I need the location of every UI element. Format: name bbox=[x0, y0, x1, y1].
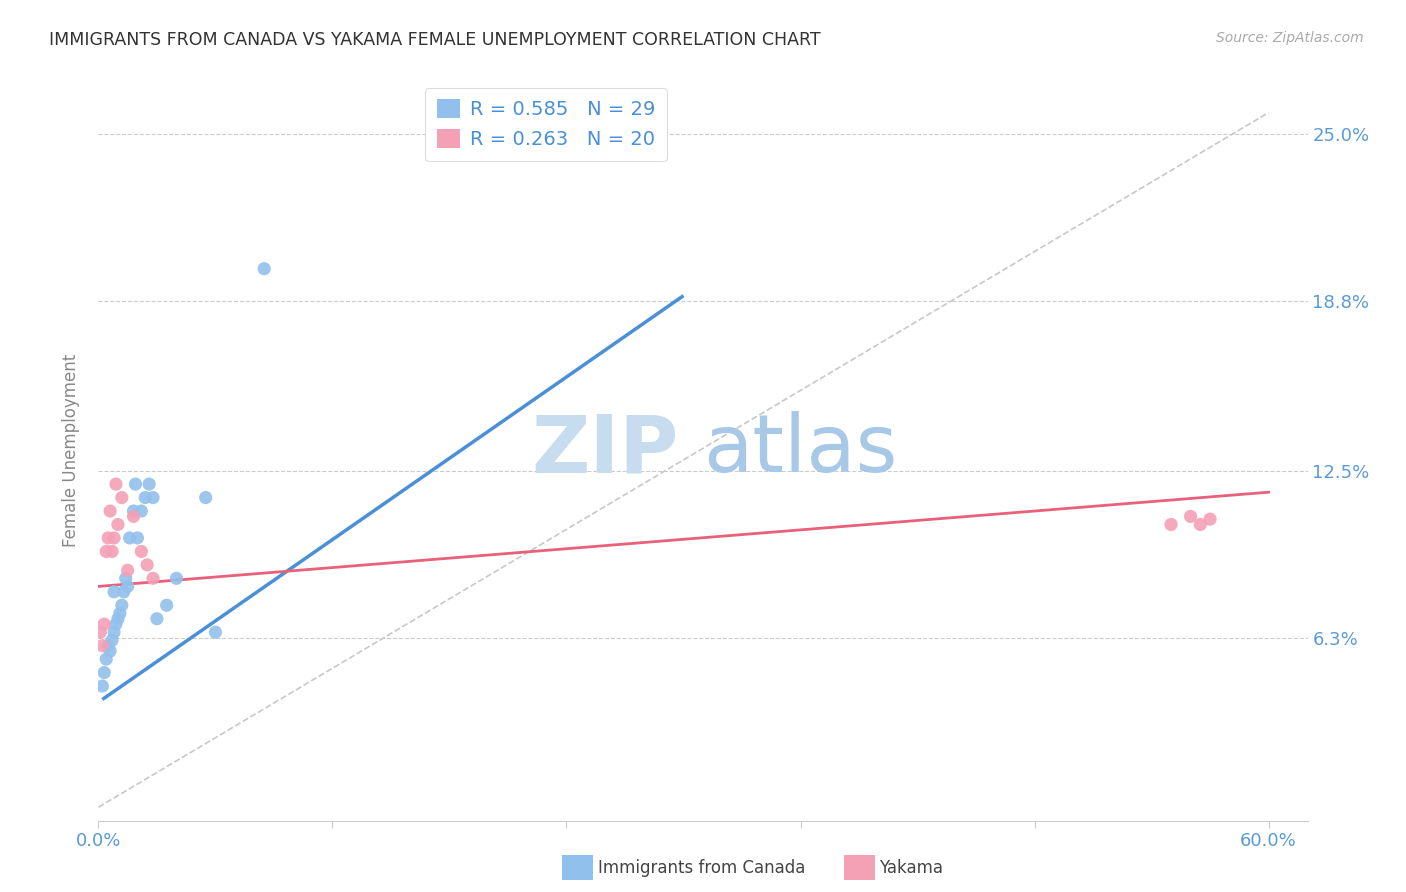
Text: Immigrants from Canada: Immigrants from Canada bbox=[598, 859, 804, 877]
Point bbox=[103, 625, 125, 640]
Point bbox=[138, 477, 160, 491]
Point bbox=[91, 639, 114, 653]
Point bbox=[103, 531, 125, 545]
Point bbox=[112, 584, 135, 599]
Point bbox=[122, 509, 145, 524]
Point bbox=[107, 612, 129, 626]
Point bbox=[97, 531, 120, 545]
Point bbox=[114, 571, 136, 585]
Text: IMMIGRANTS FROM CANADA VS YAKAMA FEMALE UNEMPLOYMENT CORRELATION CHART: IMMIGRANTS FROM CANADA VS YAKAMA FEMALE … bbox=[49, 31, 821, 49]
Point bbox=[253, 261, 276, 276]
Point bbox=[104, 477, 127, 491]
Point bbox=[156, 599, 179, 613]
Point bbox=[118, 531, 141, 545]
Point bbox=[103, 584, 125, 599]
Text: atlas: atlas bbox=[703, 411, 897, 490]
Point bbox=[117, 563, 139, 577]
Point bbox=[101, 544, 124, 558]
Point bbox=[91, 679, 114, 693]
Point bbox=[142, 571, 165, 585]
Point bbox=[97, 639, 120, 653]
Point bbox=[96, 544, 118, 558]
Point bbox=[131, 544, 153, 558]
Point bbox=[142, 491, 165, 505]
Point bbox=[127, 531, 149, 545]
Point bbox=[98, 504, 121, 518]
Point bbox=[101, 633, 124, 648]
Point bbox=[124, 477, 146, 491]
Point bbox=[1180, 509, 1202, 524]
Point bbox=[134, 491, 156, 505]
Text: ZIP: ZIP bbox=[531, 411, 679, 490]
Point bbox=[1160, 517, 1182, 532]
Point bbox=[194, 491, 217, 505]
Legend: R = 0.585   N = 29, R = 0.263   N = 20: R = 0.585 N = 29, R = 0.263 N = 20 bbox=[425, 87, 666, 161]
Point bbox=[165, 571, 187, 585]
Point bbox=[93, 617, 115, 632]
Y-axis label: Female Unemployment: Female Unemployment bbox=[62, 354, 80, 547]
Point bbox=[108, 607, 131, 621]
Point bbox=[96, 652, 118, 666]
Point bbox=[93, 665, 115, 680]
Point bbox=[136, 558, 159, 572]
Point bbox=[89, 625, 111, 640]
Text: Yakama: Yakama bbox=[879, 859, 943, 877]
Point bbox=[111, 599, 134, 613]
Point bbox=[1199, 512, 1222, 526]
Point bbox=[122, 504, 145, 518]
Point bbox=[111, 491, 134, 505]
Point bbox=[117, 579, 139, 593]
Point bbox=[107, 517, 129, 532]
Point bbox=[131, 504, 153, 518]
Point bbox=[98, 644, 121, 658]
Point bbox=[104, 617, 127, 632]
Point bbox=[146, 612, 169, 626]
Point bbox=[204, 625, 226, 640]
Text: Source: ZipAtlas.com: Source: ZipAtlas.com bbox=[1216, 31, 1364, 45]
Point bbox=[1189, 517, 1212, 532]
